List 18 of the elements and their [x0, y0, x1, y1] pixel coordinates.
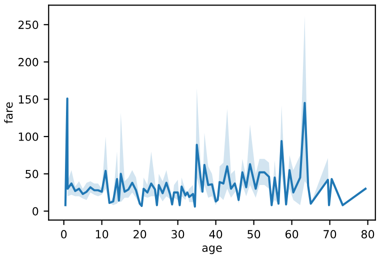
x-tick-label: 50: [248, 230, 260, 238]
x-axis-title: age: [202, 246, 222, 254]
y-axis-title: fare: [4, 102, 13, 124]
x-tick-label: 20: [134, 230, 146, 238]
x-tick-label: 60: [286, 230, 298, 238]
x-tick-label: 70: [324, 230, 336, 238]
x-tick-label: 0: [61, 230, 67, 238]
y-tick-label: 150: [18, 95, 38, 104]
y-tick-label: 250: [18, 20, 38, 30]
y-tick-label: 0: [32, 207, 38, 216]
x-tick-label: 80: [361, 230, 374, 238]
x-tick-label: 30: [172, 230, 184, 238]
y-tick-label: 200: [18, 58, 38, 66]
line-series: [64, 97, 367, 208]
x-tick-label: 40: [209, 230, 222, 238]
y-tick-label: 50: [26, 170, 38, 178]
y-tick-label: 100: [18, 132, 38, 141]
x-tick-label: 10: [96, 230, 108, 238]
